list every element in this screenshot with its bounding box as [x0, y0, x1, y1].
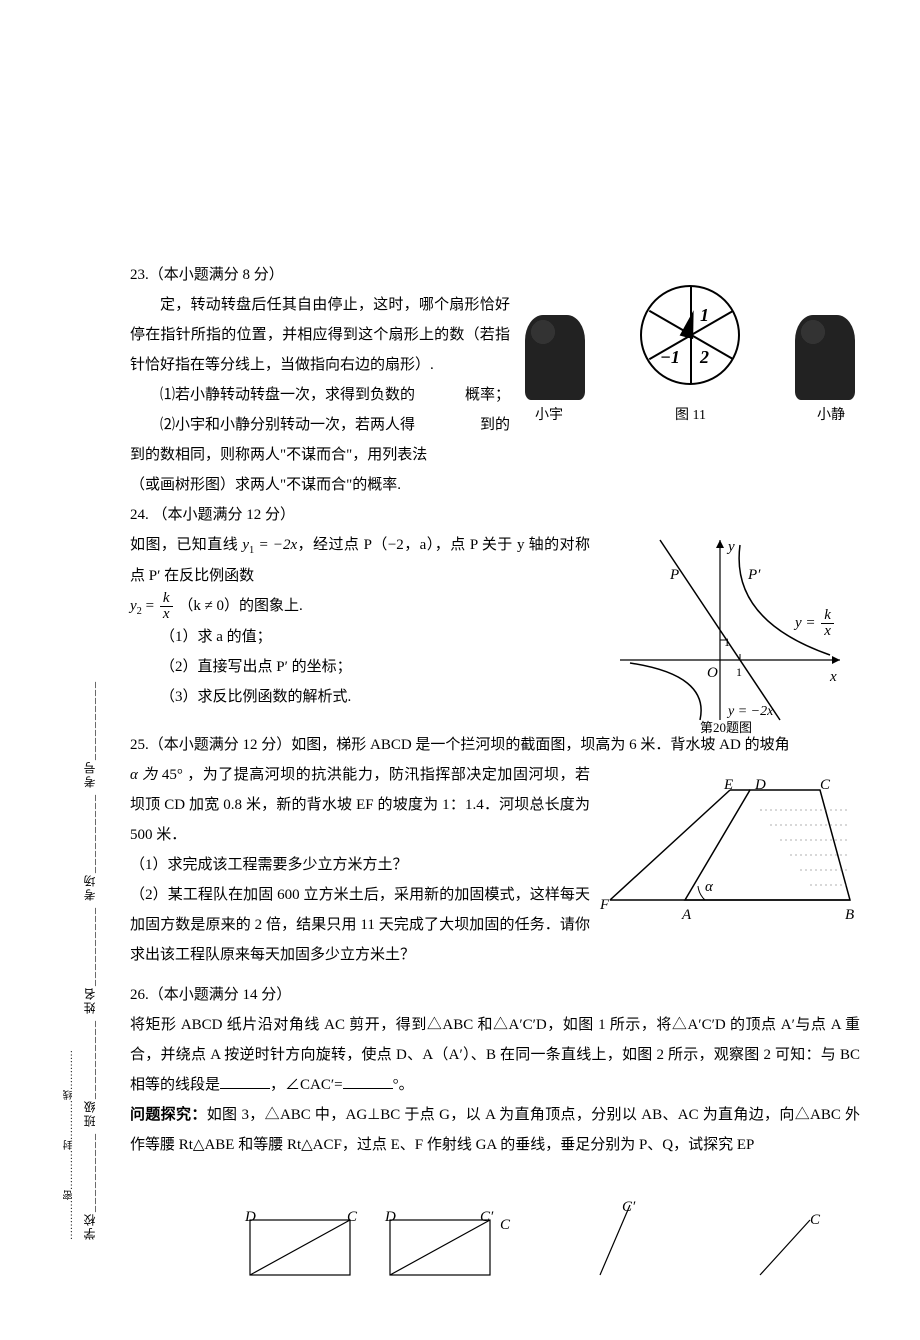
caption-xiaojing: 小静	[817, 402, 845, 430]
lbl-alpha: α	[705, 872, 713, 902]
lbl-B: B	[845, 900, 854, 930]
bottom-figures: D C D C′ C C′ C	[130, 1200, 860, 1280]
tick-y1: 1	[724, 630, 730, 654]
q26-p2-label: 问题探究：	[130, 1107, 207, 1123]
bf-D2: D	[385, 1202, 396, 1232]
q23-sub1-pre: ⑴若小静转动转盘一次，求得到负数的	[160, 387, 415, 403]
wheel-num-1: 1	[700, 297, 709, 333]
binding-labels: 学校__________ 班级__________ 姓名__________ 考…	[78, 320, 102, 1240]
lbl-A: A	[682, 900, 691, 930]
caption-xiaoyu: 小宇	[535, 402, 563, 430]
child-xiaojing	[790, 315, 860, 405]
hyperbola-label: y = kx	[795, 608, 836, 639]
caption-fig11: 图 11	[675, 402, 706, 430]
q26-p2: 问题探究：如图 3，△ABC 中，AG⊥BC 于点 G，以 A 为直角顶点，分别…	[130, 1100, 860, 1160]
q23-sub2-mid: 到的数相同，则称两人"不谋而合"，用列表法	[130, 440, 860, 470]
bf-C2: C	[500, 1210, 510, 1240]
q24-fig-caption: 第20题图	[700, 715, 752, 741]
lbl-F: F	[600, 890, 609, 920]
q26-heading: 26.（本小题满分 14 分）	[130, 980, 860, 1010]
lbl-C: C	[820, 770, 830, 800]
binding-strip: 学校__________ 班级__________ 姓名__________ 考…	[60, 320, 100, 1240]
spinner-figure: 1 2 −1 小宇 图 11 小静	[520, 280, 860, 430]
q24-heading: 24. （本小题满分 12 分）	[130, 500, 860, 530]
blank-1	[220, 1088, 270, 1089]
lbl-D: D	[755, 770, 766, 800]
axis-y-label: y	[728, 532, 735, 562]
axis-x-label: x	[830, 662, 837, 692]
tick-x1: 1	[736, 660, 742, 684]
blank-2	[343, 1088, 393, 1089]
spinner-wheel: 1 2 −1	[640, 285, 740, 385]
q26-p1: 将矩形 ABCD 纸片沿对角线 AC 剪开，得到△ABC 和△A′C′D，如图 …	[130, 1010, 860, 1100]
q23-sub1-suf: 概率；	[435, 380, 510, 410]
q23-sub2-suf: （或画树形图）求两人"不谋而合"的概率.	[130, 470, 860, 500]
bf-Cp: C′	[480, 1202, 493, 1232]
binding-seal-line: …………密…………封…………线…………	[60, 320, 80, 1240]
q23-sub2-pre: ⑵小宇和小静分别转动一次，若两人得	[160, 417, 415, 433]
bf-C1: C	[347, 1202, 357, 1232]
pt-P: P	[670, 560, 679, 590]
bf-D1: D	[245, 1202, 256, 1232]
wheel-num-neg1: −1	[660, 339, 680, 375]
wheel-num-2: 2	[700, 339, 709, 375]
lbl-E: E	[724, 770, 733, 800]
bf-Cp2: C′	[622, 1192, 635, 1222]
q24-graph: y x O P P′ 1 1 y = kx y = −2x 第20题图	[600, 530, 860, 730]
q23-sub2-mid-right: 到的	[450, 410, 510, 440]
child-xiaoyu	[520, 315, 590, 405]
bf-C3: C	[810, 1205, 820, 1235]
pt-P-prime: P′	[748, 560, 760, 590]
dam-figure: E D C F A B α	[600, 760, 860, 930]
origin-label: O	[707, 658, 718, 688]
